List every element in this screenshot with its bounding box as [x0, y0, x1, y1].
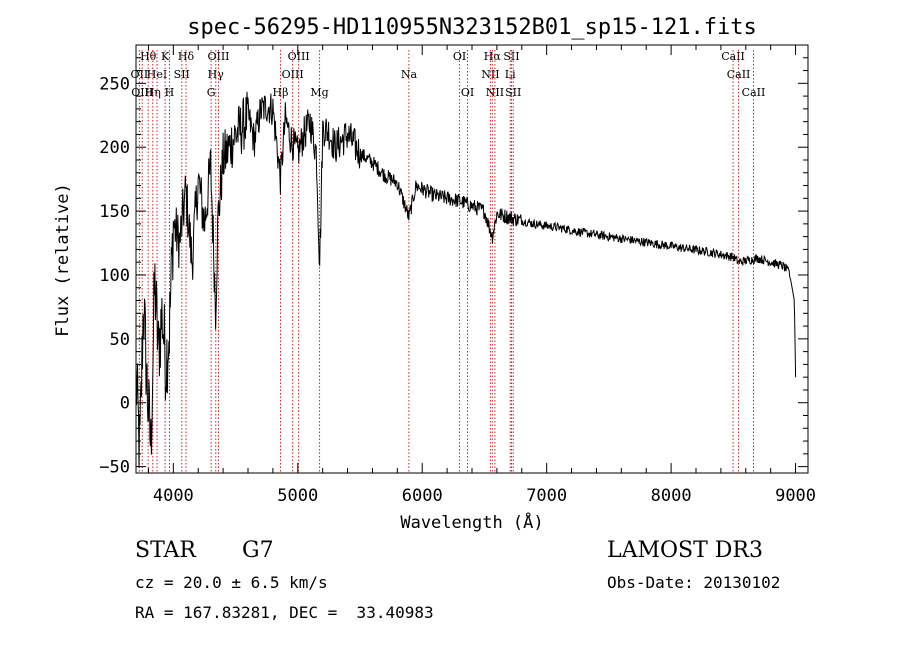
line-label-26: CaII — [727, 68, 751, 81]
line-label-4: HeI — [147, 68, 167, 81]
y-tick-label-3: 100 — [99, 266, 130, 286]
line-label-12: Hβ — [273, 86, 289, 99]
obs-date: Obs-Date: 20130102 — [607, 573, 781, 592]
y-tick-label-0: −50 — [99, 458, 130, 478]
y-axis-label: Flux (relative) — [53, 183, 73, 337]
spectrum-trace — [135, 91, 797, 468]
spectral-line-markers: OIIOIIIHθHηHeIKHSIIHδGHγOIIIHβOIIIOIIIMg… — [131, 50, 766, 473]
subclass-label: G7 — [242, 538, 274, 563]
line-label-27: CaII — [742, 86, 766, 99]
line-label-24: SII — [505, 86, 521, 99]
line-label-0: OII — [131, 68, 149, 81]
x-tick-label-5: 9000 — [775, 486, 816, 506]
chart-title: spec-56295-HD110955N323152B01_sp15-121.f… — [187, 15, 757, 40]
line-label-15: Mg — [310, 86, 328, 99]
line-label-14: OIII — [288, 50, 310, 63]
spectrum-series — [135, 91, 797, 468]
line-label-9: G — [207, 86, 216, 99]
line-label-5: K — [161, 50, 170, 63]
x-tick-label-2: 6000 — [402, 486, 443, 506]
survey-label: LAMOST DR3 — [607, 538, 763, 563]
x-axis-label: Wavelength (Å) — [400, 511, 543, 533]
y-tick-label-1: 0 — [120, 394, 130, 414]
line-label-3: Hη — [145, 86, 161, 99]
line-label-25: CaII — [721, 50, 745, 63]
x-tick-label-3: 7000 — [526, 486, 567, 506]
coordinates-readout: RA = 167.83281, DEC = 33.40983 — [135, 603, 434, 622]
x-tick-label-1: 5000 — [277, 486, 318, 506]
line-label-10: Hγ — [208, 68, 225, 81]
line-label-2: Hθ — [140, 50, 157, 63]
line-label-13: OIII — [282, 68, 304, 81]
line-label-16: Na — [401, 68, 418, 81]
line-label-11: OIII — [207, 50, 229, 63]
redshift-readout: cz = 20.0 ± 6.5 km/s — [135, 573, 328, 592]
class-label: STAR — [135, 538, 196, 563]
line-label-17: OI — [453, 50, 466, 63]
x-tick-label-4: 8000 — [651, 486, 692, 506]
y-tick-label-2: 50 — [110, 330, 130, 350]
y-tick-label-6: 250 — [99, 74, 130, 94]
y-tick-label-5: 200 — [99, 138, 130, 158]
line-label-23: SII — [503, 50, 519, 63]
plot-frame — [135, 44, 809, 474]
line-label-22: Li — [505, 68, 516, 81]
line-label-20: Hα — [484, 50, 502, 63]
line-label-21: NII — [486, 86, 504, 99]
x-tick-label-0: 4000 — [153, 486, 194, 506]
line-label-18: OI — [461, 86, 474, 99]
y-tick-label-4: 150 — [99, 202, 130, 222]
line-label-8: Hδ — [178, 50, 195, 63]
axes: 4000 5000 6000 7000 8000 9000 −50 0 50 100 150 200 2… — [99, 45, 816, 506]
line-label-6: H — [165, 86, 175, 99]
line-label-19: NII — [481, 68, 499, 81]
line-label-7: SII — [174, 68, 190, 81]
